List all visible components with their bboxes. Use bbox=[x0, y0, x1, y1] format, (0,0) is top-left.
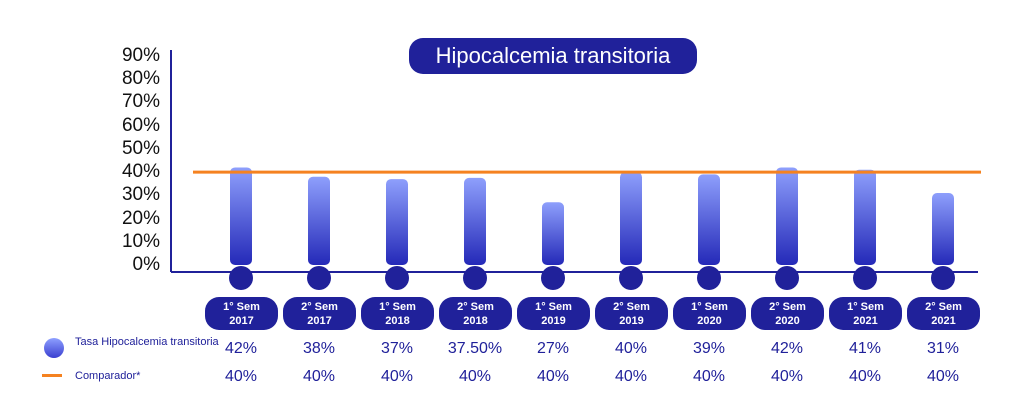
category-year: 2018 bbox=[463, 315, 488, 327]
category-year: 2017 bbox=[307, 315, 332, 327]
legend-bar-swatch bbox=[44, 338, 64, 358]
category-label: 1° Sem 2018 bbox=[361, 297, 434, 330]
bar-value-label: 27% bbox=[536, 340, 570, 357]
bar-value-label: 39% bbox=[692, 340, 726, 357]
axis-dot bbox=[463, 266, 487, 290]
y-tick-label: 40% bbox=[121, 161, 160, 183]
legend-bar-label: Tasa Hipocalcemia transitoria bbox=[75, 336, 219, 348]
bar bbox=[620, 172, 642, 265]
y-tick-label: 60% bbox=[121, 114, 160, 136]
bar bbox=[854, 169, 876, 265]
bar bbox=[698, 174, 720, 265]
bar bbox=[776, 167, 798, 265]
legend-line-label: Comparador* bbox=[75, 370, 141, 382]
category-year: 2021 bbox=[931, 315, 956, 327]
legend-line-swatch bbox=[42, 374, 62, 377]
y-tick-label: 70% bbox=[121, 91, 160, 113]
bar-value-label: 37.50% bbox=[447, 340, 503, 357]
category-semester: 1° Sem bbox=[535, 301, 572, 313]
y-tick-label: 20% bbox=[121, 207, 160, 229]
axis-dot bbox=[307, 266, 331, 290]
bar bbox=[386, 179, 408, 265]
category-label: 2° Sem 2018 bbox=[439, 297, 512, 330]
category-semester: 1° Sem bbox=[379, 301, 416, 313]
axis-dot bbox=[229, 266, 253, 290]
y-tick-label: 80% bbox=[121, 68, 160, 90]
category-year: 2020 bbox=[697, 315, 722, 327]
bar-value-label: 42% bbox=[770, 340, 804, 357]
comparator-value-label: 40% bbox=[458, 368, 492, 385]
category-semester: 1° Sem bbox=[223, 301, 260, 313]
comparator-value-label: 40% bbox=[926, 368, 960, 385]
category-semester: 1° Sem bbox=[847, 301, 884, 313]
category-year: 2019 bbox=[619, 315, 644, 327]
y-tick-label: 50% bbox=[121, 137, 160, 159]
bar bbox=[308, 176, 330, 265]
comparator-value-label: 40% bbox=[614, 368, 648, 385]
bar-value-label: 40% bbox=[614, 340, 648, 357]
bar-value-label: 42% bbox=[224, 340, 258, 357]
axis-dot bbox=[697, 266, 721, 290]
category-year: 2020 bbox=[775, 315, 800, 327]
y-tick-label: 0% bbox=[132, 254, 160, 275]
category-semester: 2° Sem bbox=[925, 301, 962, 313]
category-semester: 2° Sem bbox=[457, 301, 494, 313]
bar-value-label: 41% bbox=[848, 340, 882, 357]
category-label: 2° Sem 2020 bbox=[751, 297, 824, 330]
comparator-value-label: 40% bbox=[224, 368, 258, 385]
category-label: 2° Sem 2021 bbox=[907, 297, 980, 330]
y-tick-label: 30% bbox=[121, 184, 160, 206]
axis-dot bbox=[541, 266, 565, 290]
comparator-value-label: 40% bbox=[380, 368, 414, 385]
comparator-value-label: 40% bbox=[302, 368, 336, 385]
comparator-value-label: 40% bbox=[770, 368, 804, 385]
category-label: 1° Sem 2020 bbox=[673, 297, 746, 330]
axis-dot bbox=[619, 266, 643, 290]
category-semester: 2° Sem bbox=[301, 301, 338, 313]
category-label: 1° Sem 2017 bbox=[205, 297, 278, 330]
category-year: 2021 bbox=[853, 315, 878, 327]
bar-value-label: 38% bbox=[302, 340, 336, 357]
category-year: 2017 bbox=[229, 315, 254, 327]
axis-dot bbox=[931, 266, 955, 290]
chart-title: Hipocalcemia transitoria bbox=[409, 38, 697, 74]
comparator-value-label: 40% bbox=[848, 368, 882, 385]
category-semester: 2° Sem bbox=[613, 301, 650, 313]
y-tick-label: 90% bbox=[121, 45, 160, 66]
comparator-value-label: 40% bbox=[692, 368, 726, 385]
category-semester: 1° Sem bbox=[691, 301, 728, 313]
category-year: 2019 bbox=[541, 315, 566, 327]
bar-value-label: 31% bbox=[926, 340, 960, 357]
comparator-value-label: 40% bbox=[536, 368, 570, 385]
axis-dot bbox=[385, 266, 409, 290]
category-label: 1° Sem 2019 bbox=[517, 297, 590, 330]
bar-value-label: 37% bbox=[380, 340, 414, 357]
category-label: 2° Sem 2019 bbox=[595, 297, 668, 330]
axis-dot bbox=[775, 266, 799, 290]
bar bbox=[464, 177, 486, 265]
category-semester: 2° Sem bbox=[769, 301, 806, 313]
bar bbox=[932, 193, 954, 265]
axis-dot bbox=[853, 266, 877, 290]
y-tick-label: 10% bbox=[121, 230, 160, 252]
category-year: 2018 bbox=[385, 315, 410, 327]
bar bbox=[542, 202, 564, 265]
category-label: 2° Sem 2017 bbox=[283, 297, 356, 330]
bar bbox=[230, 167, 252, 265]
category-label: 1° Sem 2021 bbox=[829, 297, 902, 330]
